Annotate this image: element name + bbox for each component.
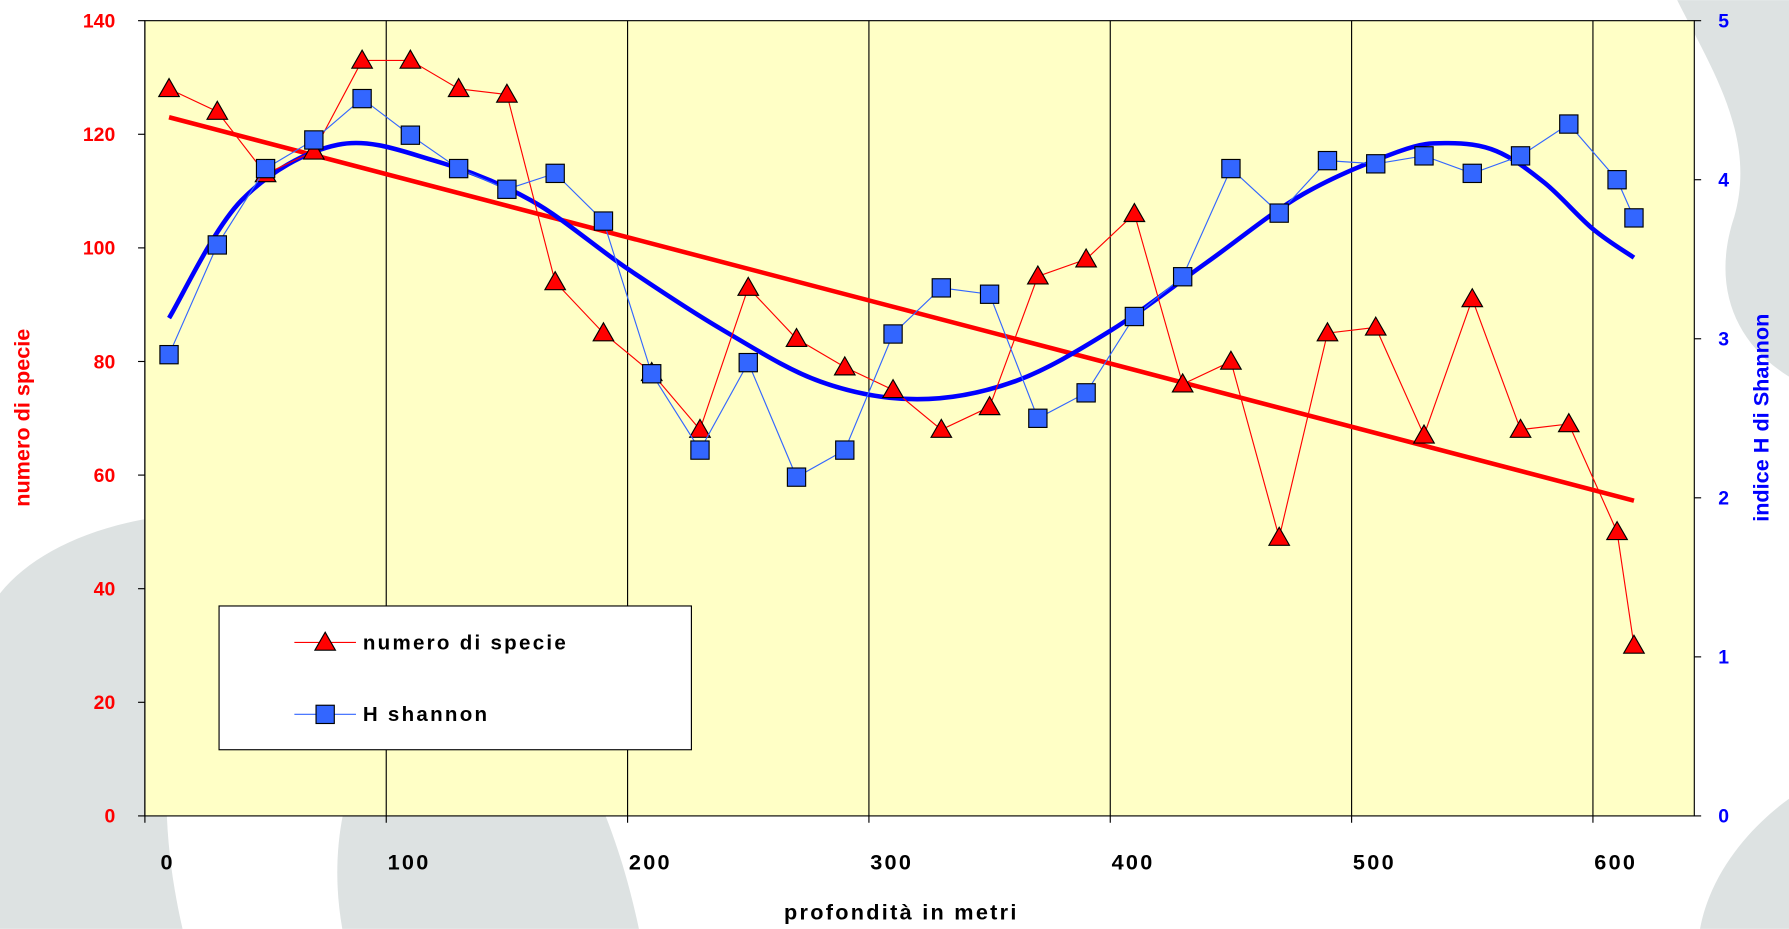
y-tick-label: 80 [94, 351, 116, 373]
marker [835, 440, 855, 460]
marker [736, 276, 760, 296]
marker [1221, 158, 1241, 179]
marker [159, 344, 179, 365]
marker [1123, 202, 1146, 223]
y-tick-label: 60 [94, 465, 116, 487]
y2-tick-label: 1 [1718, 647, 1729, 669]
marker [1269, 203, 1289, 223]
marker [642, 364, 662, 384]
marker [785, 327, 808, 348]
marker [302, 139, 326, 160]
marker [352, 88, 372, 109]
marker [1028, 408, 1048, 428]
marker [1124, 306, 1145, 327]
marker [1317, 150, 1338, 171]
y2-tick-label: 5 [1718, 11, 1729, 33]
marker [593, 211, 614, 231]
x-tick-label: 200 [629, 850, 672, 875]
marker [833, 355, 857, 376]
marker [157, 77, 181, 98]
marker [1026, 264, 1050, 285]
marker [206, 100, 229, 120]
y2-axis-title: indice H di Shannon [1748, 314, 1773, 522]
marker [979, 284, 1000, 304]
marker [1076, 383, 1096, 403]
marker [304, 130, 324, 150]
marker [497, 179, 517, 199]
trend-line [167, 140, 1636, 402]
y2-tick-label: 4 [1718, 170, 1729, 192]
marker [255, 158, 276, 179]
marker [1509, 418, 1532, 438]
x-tick-label: 0 [161, 850, 175, 875]
marker [543, 270, 567, 291]
marker [545, 163, 565, 184]
marker [1622, 634, 1646, 654]
marker [399, 49, 422, 69]
marker [447, 77, 470, 98]
marker [495, 83, 519, 103]
marker [688, 418, 712, 438]
x-tick-label: 100 [388, 850, 431, 875]
marker [1510, 146, 1531, 166]
y2-tick-label: 2 [1718, 488, 1729, 510]
marker [1172, 267, 1193, 287]
x-tick-label: 600 [1594, 850, 1637, 875]
x-axis-title: profondità in metri [784, 900, 1019, 925]
marker [881, 378, 905, 399]
y-tick-label: 40 [94, 579, 116, 601]
marker [1461, 287, 1484, 308]
marker [1267, 526, 1291, 546]
y-tick-label: 0 [104, 806, 115, 828]
marker [930, 418, 953, 438]
marker [400, 125, 421, 145]
legend-box [218, 605, 692, 751]
y-tick-label: 140 [83, 11, 115, 33]
marker [1316, 321, 1339, 342]
marker [883, 324, 903, 344]
x-tick-label: 300 [870, 850, 913, 875]
marker [1624, 208, 1644, 228]
marker [1607, 170, 1627, 190]
y-tick-label: 20 [94, 692, 116, 714]
x-tick-label: 400 [1112, 850, 1155, 875]
marker [1559, 114, 1579, 134]
legend-marker [315, 704, 335, 725]
y2-tick-label: 3 [1718, 329, 1729, 351]
y-axis-title: numero di specie [10, 329, 35, 507]
marker [1605, 520, 1629, 541]
y2-tick-label: 0 [1718, 806, 1729, 828]
marker [448, 158, 469, 179]
legend: numero di specie H shannon [218, 605, 692, 751]
marker [1414, 146, 1434, 166]
marker [738, 352, 758, 373]
marker [1366, 154, 1386, 174]
marker [592, 321, 615, 342]
marker [978, 395, 1001, 416]
marker [1412, 423, 1436, 444]
y-tick-label: 100 [83, 238, 115, 260]
y-tick-label: 120 [83, 124, 115, 146]
marker [690, 440, 710, 460]
legend-marker [313, 631, 337, 651]
marker [1074, 247, 1098, 268]
marker [1219, 350, 1243, 370]
marker [207, 235, 227, 255]
marker [1171, 372, 1194, 393]
x-tick-label: 500 [1353, 850, 1396, 875]
marker [1557, 412, 1581, 433]
marker [931, 278, 952, 298]
marker [1364, 315, 1387, 336]
marker [350, 49, 374, 69]
legend-label: numero di specie [363, 631, 568, 654]
marker [786, 467, 807, 487]
legend-label: H shannon [363, 703, 490, 726]
marker [1462, 163, 1482, 184]
